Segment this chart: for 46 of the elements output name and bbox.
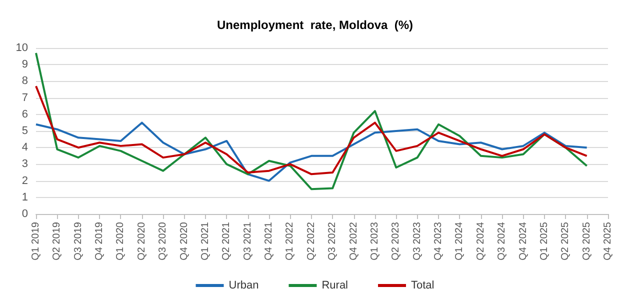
y-tick-label: 1 [22, 191, 28, 204]
x-tick-label: Q3 2025 [581, 222, 592, 260]
x-tick-label: Q2 2020 [136, 222, 148, 260]
x-tick-label: Q2 2024 [475, 222, 486, 260]
x-tick-label: Q1 2019 [30, 222, 42, 260]
chart-title: Unemployment rate, Moldova (%) [216, 18, 414, 32]
line-series [35, 52, 588, 190]
x-tick-label: Q1 2022 [284, 222, 296, 260]
x-tick-label: Q4 2020 [178, 222, 190, 260]
x-tick-label: Q3 2020 [158, 222, 169, 260]
x-tick-label: Q1 2025 [538, 222, 550, 260]
y-tick-label: 0 [22, 208, 28, 220]
x-tick-label: Q4 2019 [94, 222, 106, 260]
x-tick-label: Q1 2024 [454, 222, 466, 260]
x-tick-label: Q4 2024 [518, 222, 529, 260]
y-tick-label: 2 [22, 174, 28, 187]
x-tick-label: Q1 2021 [200, 222, 211, 260]
y-tick-label: 7 [22, 92, 28, 104]
y-tick-label: 3 [22, 158, 28, 170]
legend-label: Urban [228, 280, 259, 292]
x-tick-label: Q2 2019 [52, 222, 63, 260]
x-tick-label: Q2 2022 [306, 222, 317, 260]
x-tick-label: Q1 2020 [115, 222, 126, 260]
x-tick-label: Q2 2023 [390, 222, 402, 260]
x-tick-label: Q2 2025 [560, 222, 572, 260]
legend-label: Total [411, 280, 434, 292]
x-tick-label: Q3 2023 [412, 222, 423, 260]
legend-label: Rural [322, 280, 348, 292]
x-tick-label: Q3 2024 [496, 222, 508, 260]
y-tick-label: 5 [22, 125, 28, 137]
y-tick-label: 8 [22, 75, 28, 88]
x-tick-label: Q3 2019 [72, 222, 84, 260]
x-tick-label: Q4 2025 [602, 222, 614, 260]
y-tick-label: 6 [22, 108, 28, 120]
x-tick-label: Q4 2022 [348, 222, 360, 260]
x-tick-label: Q3 2021 [242, 222, 254, 260]
line-series [35, 85, 588, 176]
x-tick-label: Q4 2023 [433, 222, 444, 260]
y-tick-label: 9 [22, 58, 28, 71]
y-tick-label: 4 [22, 142, 28, 154]
x-tick-label: Q3 2022 [327, 222, 338, 260]
x-tick-label: Q4 2021 [264, 222, 275, 260]
x-tick-label: Q2 2021 [221, 222, 232, 260]
x-tick-label: Q1 2023 [369, 222, 380, 260]
y-tick-label: 10 [16, 42, 28, 54]
line-series [35, 122, 588, 182]
